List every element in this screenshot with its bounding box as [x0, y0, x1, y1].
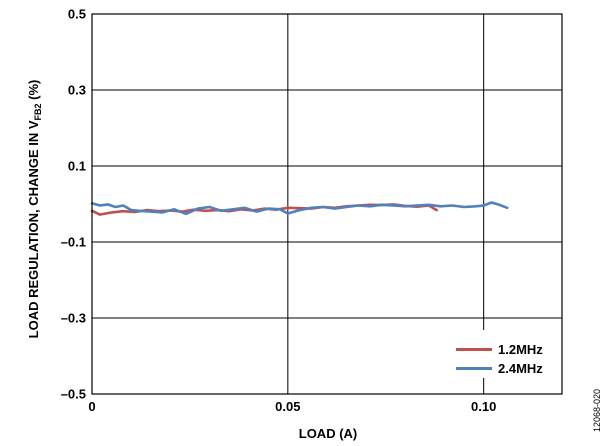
plot-frame [91, 13, 563, 395]
y-tick-label-0: 0.5 [68, 7, 86, 22]
series-layer [90, 201, 509, 216]
y-axis-label-suffix: (%) [26, 80, 41, 104]
grid [92, 14, 562, 394]
series-line-2-4mhz [90, 201, 509, 216]
y-axis-label: LOAD REGULATION, CHANGE IN VFB2 (%) [26, 80, 43, 339]
y-axis-label-main: LOAD REGULATION, CHANGE IN V [26, 120, 41, 338]
figure-code: 12068-020 [592, 389, 602, 432]
x-tick-label-2: 0.10 [471, 399, 496, 414]
y-tick-label-5: –0.5 [61, 387, 86, 402]
legend-label-1-2mhz: 1.2MHz [498, 342, 543, 357]
y-axis-label-subscript: FB2 [33, 103, 43, 120]
y-tick-label-1: 0.3 [68, 83, 86, 98]
x-tick-label-0: 0 [88, 399, 95, 414]
legend-label-2-4mhz: 2.4MHz [498, 361, 543, 376]
y-tick-label-4: –0.3 [61, 311, 86, 326]
y-tick-label-2: 0.1 [68, 159, 86, 174]
y-tick-labels: 0.5 0.3 0.1 –0.1 –0.3 –0.5 [61, 7, 86, 402]
x-tick-label-1: 0.05 [275, 399, 300, 414]
y-tick-label-3: –0.1 [61, 235, 86, 250]
x-axis-label: LOAD (A) [299, 426, 358, 441]
x-tick-labels: 0 0.05 0.10 [88, 399, 496, 414]
legend: 1.2MHz 2.4MHz [450, 330, 560, 378]
